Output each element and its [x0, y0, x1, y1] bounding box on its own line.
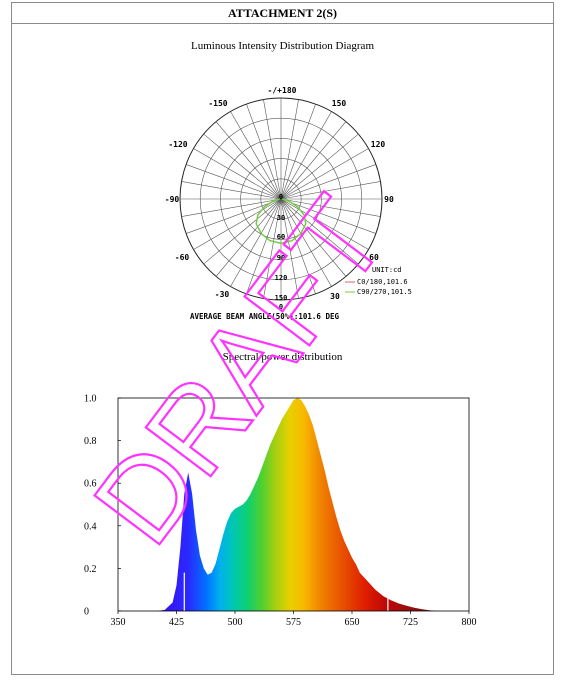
polar-spoke	[280, 198, 332, 287]
polar-spoke	[185, 198, 282, 234]
polar-spoke	[280, 198, 381, 217]
polar-spoke	[280, 181, 381, 200]
angle-label-0: 0	[279, 303, 283, 311]
legend-unit: UNIT:cd	[372, 266, 402, 274]
y-tick-label: 1.0	[84, 394, 97, 405]
polar-spoke	[280, 198, 359, 265]
radial-label-90: 90	[277, 254, 285, 262]
polar-spoke	[280, 133, 359, 200]
angle-label-150: 150	[332, 99, 347, 108]
polar-spoke	[193, 148, 282, 200]
spectral-chart-title: Spectral power distribution	[222, 351, 343, 363]
beam-angle-text: AVERAGE BEAM ANGLE(50%):101.6 DEG	[190, 312, 339, 321]
x-tick-label: 500	[228, 617, 243, 628]
y-tick-label: 0.6	[84, 479, 97, 490]
x-tick-label: 650	[345, 617, 360, 628]
polar-spoke	[230, 111, 282, 200]
angle-label-60: 60	[369, 253, 379, 262]
polar-spoke	[280, 164, 377, 200]
radial-label-0: 0	[279, 193, 283, 201]
polar-spoke	[280, 121, 347, 200]
polar-spoke	[181, 181, 282, 200]
polar-spoke	[203, 133, 282, 200]
c90-curve	[255, 198, 307, 245]
x-tick-label: 800	[462, 617, 477, 628]
polar-spoke	[246, 198, 282, 295]
angle-label-neg90: -90	[165, 195, 180, 204]
polar-spoke	[280, 198, 369, 250]
polar-spoke	[280, 148, 369, 200]
radial-label-30: 30	[277, 214, 285, 222]
x-tick-label: 425	[169, 617, 184, 628]
polar-spoke	[280, 103, 316, 200]
polar-spoke	[263, 198, 282, 299]
legend-c0: C0/180,101.6	[357, 278, 408, 286]
x-tick-label: 725	[403, 617, 418, 628]
polar-spoke	[193, 198, 282, 250]
spectral-chart: 350 425 500 575 650 725 800 0 0.2 0.4 0.6 0.8 1.0	[84, 394, 477, 629]
polar-spoke	[280, 198, 299, 299]
polar-spoke	[263, 99, 282, 200]
radial-label-60: 60	[277, 233, 285, 241]
angle-label-neg60: -60	[175, 253, 190, 262]
y-tick-label: 0.2	[84, 564, 97, 575]
spectrum-area	[118, 398, 438, 611]
polar-diagram-title: Luminous Intensity Distribution Diagram	[190, 40, 374, 52]
page-header: ATTACHMENT 2(S)	[11, 2, 554, 24]
radial-label-150: 150	[275, 294, 288, 302]
y-tick-label: 0	[84, 607, 89, 618]
angle-label-neg150: -150	[208, 99, 227, 108]
polar-diagram: -/+180 -150 150 -120 120 -90 90 -60 60 -…	[165, 86, 412, 321]
polar-grid	[179, 97, 383, 301]
polar-spoke	[280, 198, 316, 295]
angle-label-120: 120	[371, 140, 386, 149]
x-tick-label: 350	[111, 617, 126, 628]
angle-label-30: 30	[330, 292, 340, 301]
polar-spoke	[280, 198, 347, 277]
polar-spoke	[246, 103, 282, 200]
angle-label-neg30: -30	[215, 290, 230, 299]
radial-label-120: 120	[275, 274, 288, 282]
polar-spoke	[280, 111, 332, 200]
x-tick-label: 575	[286, 617, 301, 628]
page-frame	[11, 2, 554, 675]
polar-spoke	[181, 198, 282, 217]
angle-label-neg120: -120	[168, 140, 187, 149]
legend-c90: C90/270,101.5	[357, 288, 412, 296]
polar-spoke	[203, 198, 282, 265]
spectral-axes: 350 425 500 575 650 725 800 0 0.2 0.4 0.6 0.8 1.0	[84, 394, 477, 629]
polar-spoke	[280, 99, 299, 200]
spectrum-markers	[183, 572, 389, 611]
polar-spoke	[280, 198, 377, 234]
polar-spoke	[185, 164, 282, 200]
y-tick-label: 0.8	[84, 436, 97, 447]
polar-spoke	[230, 198, 282, 287]
polar-spoke	[215, 121, 282, 200]
y-tick-label: 0.4	[84, 521, 97, 532]
polar-spoke	[215, 198, 282, 277]
angle-label-90: 90	[384, 195, 394, 204]
angle-label-180: -/+180	[268, 86, 297, 95]
